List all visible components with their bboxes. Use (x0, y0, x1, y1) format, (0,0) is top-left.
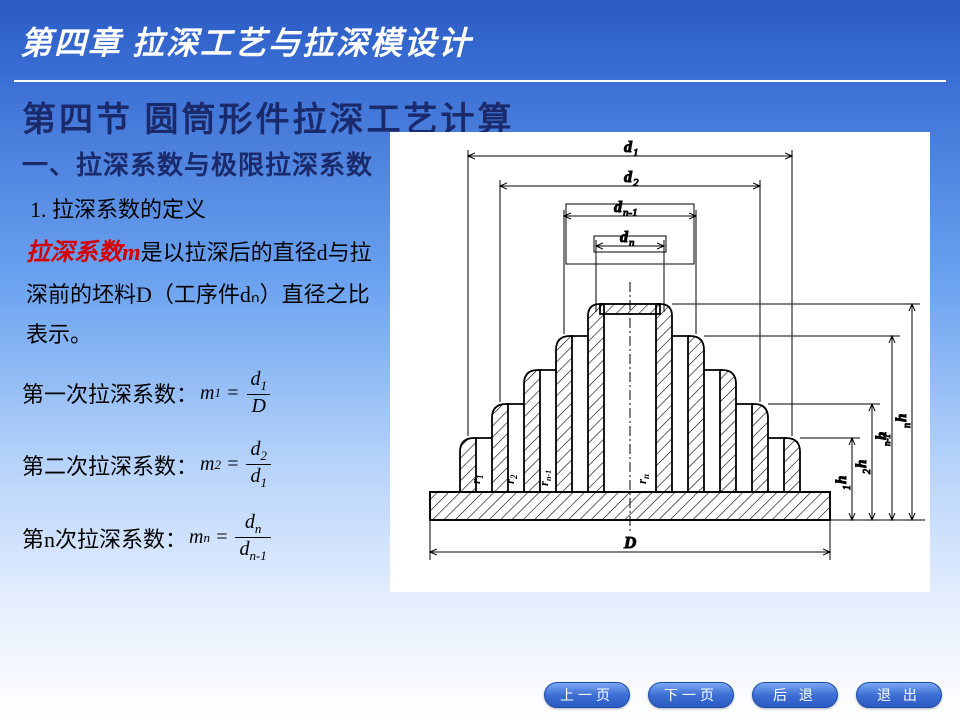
formula-n-frac: dn dn-1 (235, 511, 270, 564)
formula-2-frac: d2 d1 (246, 438, 271, 491)
svg-text:n: n (902, 423, 913, 428)
chapter-title: 第四章 拉深工艺与拉深模设计 (20, 18, 940, 64)
formula-n: 第n次拉深系数： mn = dn dn-1 (22, 511, 382, 564)
definition-body: 拉深系数m是以拉深后的直径d与拉深前的坯料D（工序件dₙ）直径之比表示。 (26, 232, 382, 354)
definition-heading: 1. 拉深系数的定义 (30, 192, 382, 224)
svg-text:h: h (894, 414, 910, 422)
back-button[interactable]: 后 退 (752, 682, 838, 708)
svg-text:2: 2 (633, 177, 639, 189)
svg-text:rn: rn (634, 474, 651, 484)
svg-text:d: d (624, 169, 633, 186)
formula-2-lhs: m2 = (200, 453, 244, 476)
svg-text:d: d (620, 229, 629, 246)
next-button[interactable]: 下一页 (648, 682, 734, 708)
svg-text:d: d (624, 139, 633, 156)
coefficient-term: 拉深系数m (26, 240, 141, 266)
svg-text:n: n (629, 237, 635, 249)
svg-text:n-1: n-1 (882, 434, 892, 446)
svg-text:1: 1 (842, 485, 853, 490)
svg-text:d: d (614, 199, 623, 216)
svg-text:D: D (623, 533, 636, 552)
svg-text:h: h (834, 476, 850, 484)
svg-text:n-1: n-1 (623, 207, 638, 219)
exit-button[interactable]: 退 出 (856, 682, 942, 708)
prev-button[interactable]: 上一页 (544, 682, 630, 708)
nav-bar: 上一页 下一页 后 退 退 出 (544, 682, 942, 708)
formula-2-label: 第二次拉深系数： (22, 449, 198, 481)
header: 第四章 拉深工艺与拉深模设计 (0, 0, 960, 74)
svg-text:1: 1 (633, 147, 639, 159)
text-column: 第四节 圆筒形件拉深工艺计算 一、拉深系数与极限拉深系数 1. 拉深系数的定义 … (22, 92, 382, 592)
formula-n-label: 第n次拉深系数： (22, 522, 187, 554)
diagram: d1 d2 dn-1 dn (390, 132, 930, 592)
subsection-title: 一、拉深系数与极限拉深系数 (22, 145, 382, 182)
formula-1-lhs: m1 = (200, 382, 244, 405)
formula-1-label: 第一次拉深系数： (22, 377, 198, 409)
diagram-column: d1 d2 dn-1 dn (382, 92, 938, 592)
formula-2: 第二次拉深系数： m2 = d2 d1 (22, 438, 382, 491)
formula-n-lhs: mn = (189, 526, 233, 549)
svg-text:h: h (854, 460, 870, 468)
svg-text:2: 2 (862, 469, 873, 474)
section-title: 第四节 圆筒形件拉深工艺计算 (22, 92, 382, 141)
formula-1-frac: d1 D (246, 368, 271, 418)
content-area: 第四节 圆筒形件拉深工艺计算 一、拉深系数与极限拉深系数 1. 拉深系数的定义 … (0, 82, 960, 602)
formula-1: 第一次拉深系数： m1 = d1 D (22, 368, 382, 418)
